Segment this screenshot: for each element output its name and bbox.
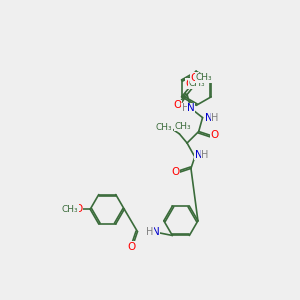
Text: CH₃: CH₃ bbox=[189, 79, 206, 88]
Text: O: O bbox=[74, 204, 83, 214]
Text: O: O bbox=[127, 242, 135, 252]
Text: H: H bbox=[182, 103, 189, 113]
Text: H: H bbox=[146, 226, 154, 237]
Text: H: H bbox=[201, 150, 208, 160]
Text: O: O bbox=[171, 167, 180, 177]
Text: N: N bbox=[187, 103, 195, 113]
Text: H: H bbox=[211, 112, 219, 123]
Text: N: N bbox=[152, 226, 160, 237]
Text: CH₃: CH₃ bbox=[155, 123, 172, 132]
Text: O: O bbox=[210, 130, 218, 140]
Text: CH₃: CH₃ bbox=[175, 122, 191, 130]
Text: O: O bbox=[173, 100, 181, 110]
Text: CH₃: CH₃ bbox=[196, 73, 212, 82]
Text: N: N bbox=[195, 150, 203, 160]
Text: O: O bbox=[191, 73, 199, 82]
Text: N: N bbox=[205, 112, 213, 123]
Text: CH₃: CH₃ bbox=[62, 205, 78, 214]
Text: O: O bbox=[185, 79, 194, 89]
